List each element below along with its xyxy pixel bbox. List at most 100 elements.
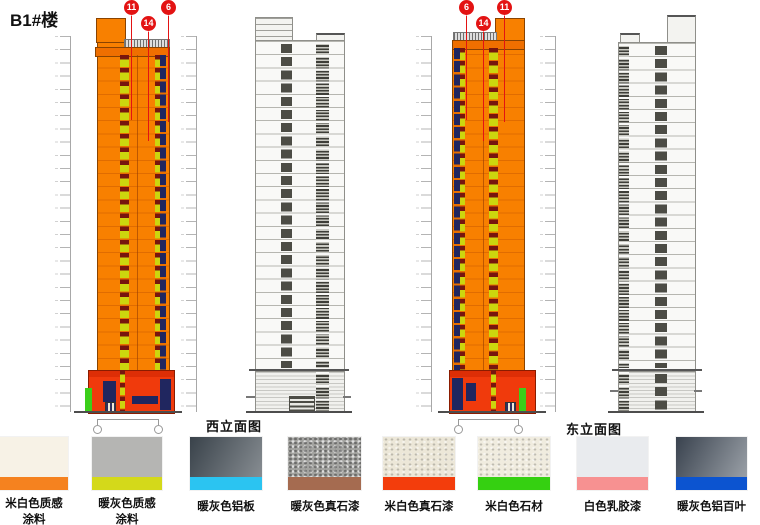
ground-line: [74, 411, 182, 413]
callout-leader: [466, 12, 467, 120]
material-label: 暖灰色铝百叶: [677, 501, 746, 513]
swatch-bar: [0, 477, 68, 490]
louver-strip: [316, 42, 329, 368]
east-elevation-label: 东立面图: [566, 422, 623, 437]
dimension-tick: [458, 419, 459, 425]
swatch-bar: [478, 477, 550, 490]
east-tower-stair-block: [495, 18, 525, 43]
swatch-bar: [288, 477, 361, 490]
callout-leader: [148, 30, 149, 141]
panel-joint: [483, 48, 484, 370]
callout-badge: 6: [459, 0, 474, 15]
dimension-column: [181, 36, 197, 412]
transfer-line: [612, 369, 702, 371]
west-elevation-label: 西立面图: [206, 419, 263, 434]
dimension-column: [416, 36, 432, 412]
dimension-tick: [158, 419, 159, 425]
window-strip: [655, 44, 667, 368]
window-strip: [160, 55, 166, 370]
window-strip: [281, 42, 292, 368]
west-tower-stair-block: [96, 18, 126, 43]
podium-window: [452, 378, 463, 410]
swatch-color: [577, 437, 648, 477]
material-swatch: [577, 437, 648, 490]
swatch-color: [92, 437, 162, 477]
podium-window: [466, 383, 476, 401]
window-strip: [489, 48, 498, 370]
roof-band: [95, 47, 170, 57]
entry-green-wall: [85, 388, 92, 412]
callout-badge: 6: [161, 0, 176, 15]
grid-bubble: [454, 425, 463, 434]
material-swatch: [676, 437, 747, 490]
callout-badge: 14: [476, 16, 491, 31]
swatch-color: [478, 437, 550, 477]
ground-line: [246, 411, 352, 413]
east-cad-parapet: [667, 15, 696, 45]
grid-bubble: [154, 425, 163, 434]
dimension-line: [97, 419, 158, 420]
dimension-column: [540, 36, 556, 412]
material-swatch: [288, 437, 361, 490]
callout-badge: 11: [497, 0, 512, 15]
swatch-bar: [92, 477, 162, 490]
callout-leader: [168, 12, 169, 122]
window-strip: [655, 372, 667, 411]
material-swatch: [0, 437, 68, 490]
transfer-line: [249, 369, 349, 371]
material-label: 暖灰色铝板: [197, 501, 255, 513]
grid-bubble: [93, 425, 102, 434]
material-label: 米白色石材: [485, 501, 543, 513]
dimension-line: [458, 419, 518, 420]
dimension-column: [55, 36, 71, 412]
west-cad-body: [255, 40, 345, 372]
window-strip: [454, 48, 460, 370]
window-strip: [120, 370, 125, 411]
material-label: 米白色真石漆: [384, 501, 454, 513]
grid-bubble: [514, 425, 523, 434]
podium-window: [103, 381, 116, 402]
podium-window: [132, 396, 158, 404]
canopy: [694, 390, 702, 392]
west-cad-core: [255, 17, 293, 43]
material-swatch: [478, 437, 550, 490]
entry-green-wall: [519, 388, 526, 412]
swatch-bar: [676, 477, 747, 490]
callout-leader: [131, 12, 132, 120]
podium-window: [160, 379, 171, 410]
swatch-color: [676, 437, 747, 477]
swatch-bar: [577, 477, 648, 490]
swatch-bar: [190, 477, 262, 490]
swatch-color: [0, 437, 68, 477]
material-swatch: [383, 437, 455, 490]
window-strip: [491, 370, 496, 411]
material-swatch: [92, 437, 162, 490]
dimension-tick: [97, 419, 98, 425]
material-label: 白色乳胶漆: [583, 501, 642, 513]
ground-line: [438, 411, 546, 413]
material-swatch: [190, 437, 262, 490]
louver-strip: [619, 372, 629, 411]
callout-leader: [483, 30, 484, 141]
podium-band: [89, 371, 174, 377]
ground-line: [608, 411, 704, 413]
louver-strip: [316, 372, 329, 411]
canopy: [343, 396, 351, 398]
window-strip: [155, 55, 160, 370]
material-label: 暖灰色质感 涂料: [98, 498, 156, 525]
swatch-color: [288, 437, 361, 477]
dimension-tick: [518, 419, 519, 425]
window-strip: [120, 55, 129, 370]
material-label: 米白色质感 涂料: [5, 498, 63, 525]
page-title: B1#楼: [10, 11, 59, 30]
roof-band: [452, 40, 525, 50]
swatch-color: [383, 437, 455, 477]
window-strip: [460, 48, 465, 370]
swatch-color: [190, 437, 262, 477]
panel-joint: [137, 55, 138, 370]
swatch-bar: [383, 477, 455, 490]
callout-leader: [504, 12, 505, 122]
material-label: 暖灰色真石漆: [290, 501, 360, 513]
callout-badge: 11: [124, 0, 139, 15]
